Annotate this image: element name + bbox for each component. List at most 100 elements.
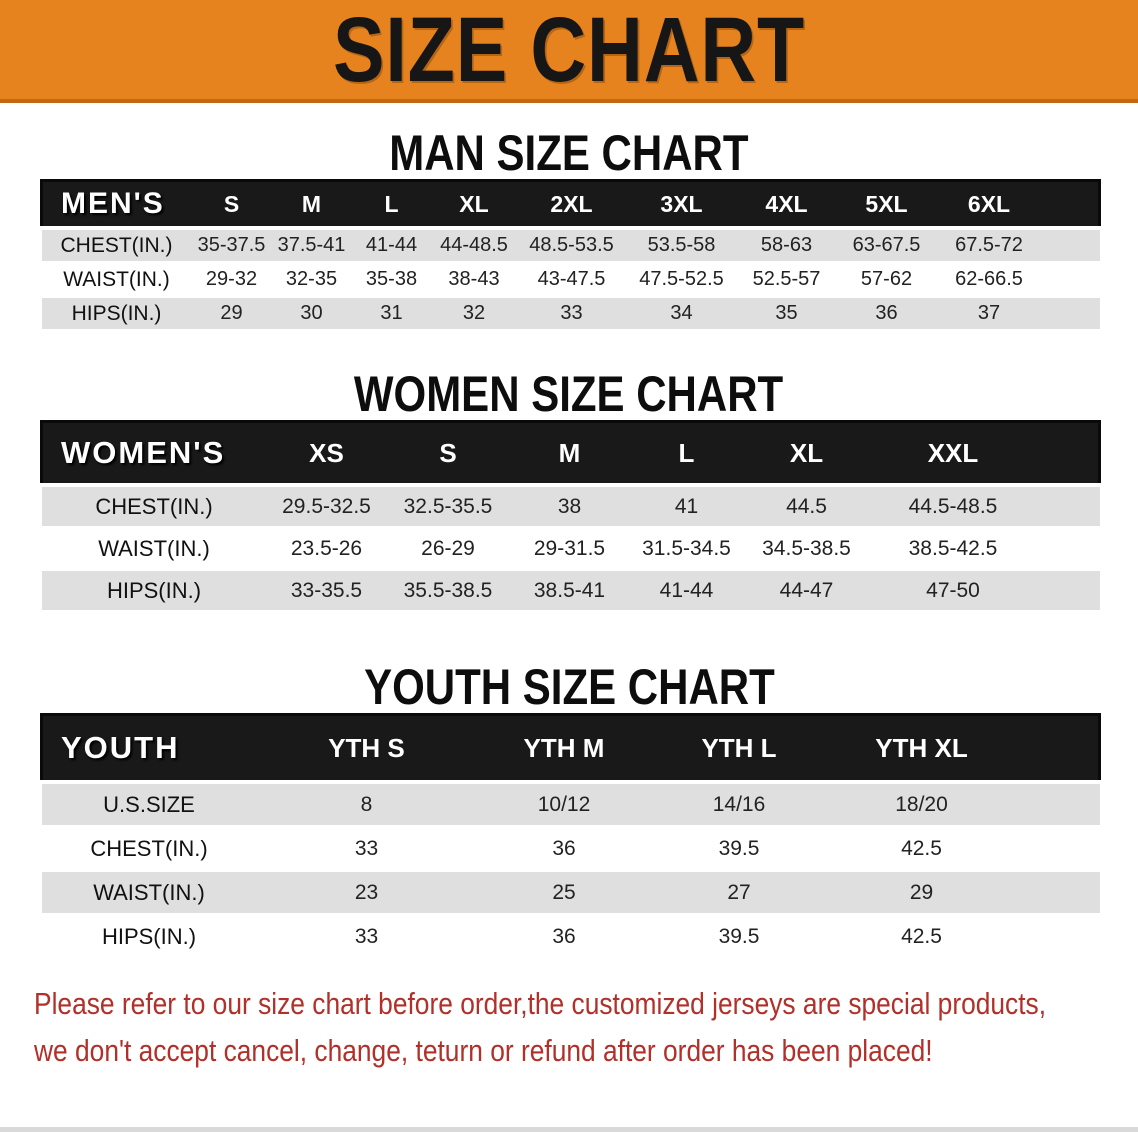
size-value-cell: 39.5 bbox=[651, 826, 827, 872]
size-column-header: S bbox=[386, 420, 510, 487]
size-column-header: 3XL bbox=[626, 179, 737, 230]
size-value-cell: 34 bbox=[626, 296, 737, 332]
women-size-table: WOMEN'S XS S M L XL XXL CHEST(IN.) 29.5-… bbox=[40, 420, 1101, 613]
size-value-cell: 33-35.5 bbox=[266, 569, 387, 613]
size-value-cell: 67.5-72 bbox=[936, 228, 1042, 264]
size-value-cell: 44-48.5 bbox=[431, 228, 517, 264]
men-waist-row: WAIST(IN.) 29-32 32-35 35-38 38-43 43-47… bbox=[41, 262, 1100, 298]
women-table-label: WOMEN'S bbox=[40, 420, 267, 487]
row-spacer bbox=[1036, 485, 1100, 529]
youth-table-label: YOUTH bbox=[40, 713, 257, 784]
women-hips-row: HIPS(IN.) 33-35.5 35.5-38.5 38.5-41 41-4… bbox=[41, 569, 1100, 613]
size-value-cell: 10/12 bbox=[476, 782, 652, 828]
size-value-cell: 48.5-53.5 bbox=[516, 228, 627, 264]
youth-chest-row: CHEST(IN.) 33 36 39.5 42.5 bbox=[41, 826, 1100, 872]
measurement-label: CHEST(IN.) bbox=[41, 826, 257, 872]
size-column-header: L bbox=[629, 420, 744, 487]
size-value-cell: 29.5-32.5 bbox=[266, 485, 387, 529]
size-value-cell: 41-44 bbox=[629, 569, 744, 613]
youth-size-table: YOUTH YTH S YTH M YTH L YTH XL U.S.SIZE … bbox=[40, 713, 1101, 960]
row-spacer bbox=[1036, 527, 1100, 571]
size-column-header: YTH M bbox=[476, 713, 652, 784]
men-size-table: MEN'S S M L XL 2XL 3XL 4XL 5XL 6XL CHEST… bbox=[40, 179, 1101, 332]
youth-hips-row: HIPS(IN.) 33 36 39.5 42.5 bbox=[41, 914, 1100, 960]
size-value-cell: 18/20 bbox=[826, 782, 1017, 828]
size-value-cell: 27 bbox=[651, 870, 827, 916]
header-spacer bbox=[1036, 420, 1101, 487]
size-value-cell: 34.5-38.5 bbox=[743, 527, 870, 571]
size-value-cell: 41 bbox=[629, 485, 744, 529]
men-hips-row: HIPS(IN.) 29 30 31 32 33 34 35 36 37 bbox=[41, 296, 1100, 332]
men-header-row: MEN'S S M L XL 2XL 3XL 4XL 5XL 6XL bbox=[40, 179, 1101, 230]
measurement-label: CHEST(IN.) bbox=[41, 485, 267, 529]
note-line-2: we don't accept cancel, change, teturn o… bbox=[34, 1033, 933, 1068]
measurement-label: U.S.SIZE bbox=[41, 782, 257, 828]
size-value-cell: 32-35 bbox=[271, 262, 352, 298]
size-column-header: L bbox=[351, 179, 432, 230]
size-value-cell: 30 bbox=[271, 296, 352, 332]
size-column-header: XXL bbox=[869, 420, 1037, 487]
size-column-header: M bbox=[271, 179, 352, 230]
men-chest-row: CHEST(IN.) 35-37.5 37.5-41 41-44 44-48.5… bbox=[41, 228, 1100, 264]
size-column-header: XL bbox=[431, 179, 517, 230]
youth-ussize-row: U.S.SIZE 8 10/12 14/16 18/20 bbox=[41, 782, 1100, 828]
size-value-cell: 23.5-26 bbox=[266, 527, 387, 571]
bottom-divider bbox=[0, 1127, 1138, 1132]
measurement-label: HIPS(IN.) bbox=[41, 914, 257, 960]
size-value-cell: 26-29 bbox=[386, 527, 510, 571]
size-value-cell: 35 bbox=[736, 296, 837, 332]
size-value-cell: 52.5-57 bbox=[736, 262, 837, 298]
row-spacer bbox=[1041, 228, 1100, 264]
size-value-cell: 35.5-38.5 bbox=[386, 569, 510, 613]
row-spacer bbox=[1016, 914, 1100, 960]
size-value-cell: 36 bbox=[836, 296, 937, 332]
row-spacer bbox=[1016, 782, 1100, 828]
measurement-label: WAIST(IN.) bbox=[41, 527, 267, 571]
size-value-cell: 35-38 bbox=[351, 262, 432, 298]
women-header-row: WOMEN'S XS S M L XL XXL bbox=[40, 420, 1101, 487]
header-spacer bbox=[1041, 179, 1101, 230]
size-column-header: YTH XL bbox=[826, 713, 1017, 784]
size-value-cell: 37 bbox=[936, 296, 1042, 332]
size-value-cell: 58-63 bbox=[736, 228, 837, 264]
size-value-cell: 36 bbox=[476, 914, 652, 960]
youth-heading-text: YOUTH SIZE CHART bbox=[363, 659, 775, 715]
size-value-cell: 37.5-41 bbox=[271, 228, 352, 264]
size-value-cell: 57-62 bbox=[836, 262, 937, 298]
size-value-cell: 63-67.5 bbox=[836, 228, 937, 264]
men-section-heading: MAN SIZE CHART bbox=[0, 127, 1138, 179]
measurement-label: HIPS(IN.) bbox=[41, 296, 192, 332]
size-value-cell: 29 bbox=[826, 870, 1017, 916]
note-line-1: Please refer to our size chart before or… bbox=[34, 986, 1047, 1021]
women-section-heading: WOMEN SIZE CHART bbox=[0, 368, 1138, 420]
size-value-cell: 44-47 bbox=[743, 569, 870, 613]
size-value-cell: 44.5 bbox=[743, 485, 870, 529]
row-spacer bbox=[1041, 296, 1100, 332]
size-value-cell: 29 bbox=[191, 296, 272, 332]
size-value-cell: 38-43 bbox=[431, 262, 517, 298]
row-spacer bbox=[1041, 262, 1100, 298]
size-value-cell: 43-47.5 bbox=[516, 262, 627, 298]
size-value-cell: 35-37.5 bbox=[191, 228, 272, 264]
size-value-cell: 47.5-52.5 bbox=[626, 262, 737, 298]
size-value-cell: 29-31.5 bbox=[509, 527, 630, 571]
banner: SIZE CHART bbox=[0, 0, 1138, 103]
size-value-cell: 39.5 bbox=[651, 914, 827, 960]
measurement-label: HIPS(IN.) bbox=[41, 569, 267, 613]
size-value-cell: 38 bbox=[509, 485, 630, 529]
women-chest-row: CHEST(IN.) 29.5-32.5 32.5-35.5 38 41 44.… bbox=[41, 485, 1100, 529]
order-policy-note: Please refer to our size chart before or… bbox=[34, 980, 1138, 1074]
size-value-cell: 44.5-48.5 bbox=[869, 485, 1037, 529]
men-table-label: MEN'S bbox=[40, 179, 192, 230]
size-value-cell: 38.5-41 bbox=[509, 569, 630, 613]
header-spacer bbox=[1016, 713, 1101, 784]
measurement-label: WAIST(IN.) bbox=[41, 870, 257, 916]
men-heading-text: MAN SIZE CHART bbox=[389, 125, 749, 181]
size-value-cell: 42.5 bbox=[826, 826, 1017, 872]
size-value-cell: 33 bbox=[256, 826, 477, 872]
size-value-cell: 32 bbox=[431, 296, 517, 332]
page-title: SIZE CHART bbox=[332, 0, 806, 101]
measurement-label: CHEST(IN.) bbox=[41, 228, 192, 264]
size-column-header: YTH S bbox=[256, 713, 477, 784]
